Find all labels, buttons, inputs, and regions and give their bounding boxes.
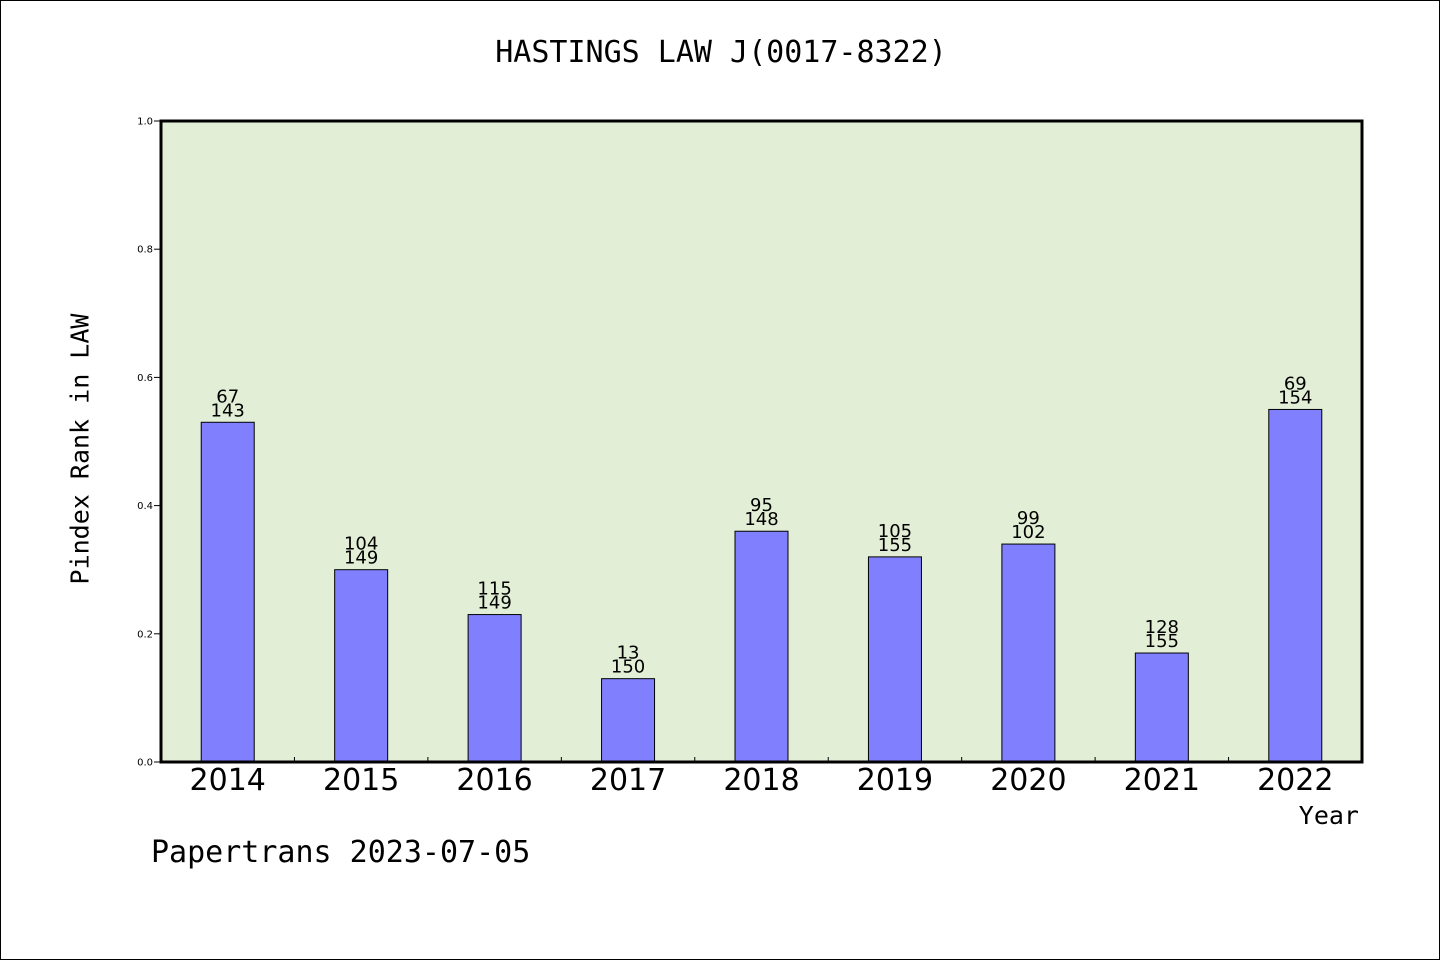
x-tick-label: 2022 bbox=[1257, 763, 1333, 798]
bar-label-top: 128 bbox=[1145, 617, 1179, 638]
bar-2014 bbox=[200, 421, 255, 763]
y-tick-label: 0.0 bbox=[137, 758, 153, 769]
x-tick-label: 2015 bbox=[323, 763, 399, 798]
x-tick-label: 2020 bbox=[990, 763, 1066, 798]
bar-label-top: 67 bbox=[216, 386, 239, 407]
bar-label-top: 115 bbox=[477, 579, 511, 600]
bar-label-bottom: 148 bbox=[744, 509, 778, 530]
x-tick-label: 2014 bbox=[190, 763, 266, 798]
bar-2020 bbox=[1001, 543, 1056, 763]
y-axis: 0.0 0.2 0.4 0.6 0.8 1.0 bbox=[137, 117, 161, 769]
bar-2021 bbox=[1134, 652, 1189, 763]
bar-label-top: 104 bbox=[344, 534, 378, 555]
x-axis-label: Year bbox=[1298, 801, 1359, 830]
x-tick-label: 2018 bbox=[723, 763, 799, 798]
bar-2022 bbox=[1268, 408, 1323, 763]
footer-credit: Papertrans 2023-07-05 bbox=[151, 835, 531, 870]
bar-label-bottom: 150 bbox=[611, 657, 645, 678]
bar-label-bottom: 155 bbox=[878, 535, 912, 556]
y-tick-label: 1.0 bbox=[137, 117, 153, 128]
bar-label-top: 13 bbox=[617, 643, 640, 664]
x-tick-label: 2017 bbox=[590, 763, 666, 798]
y-tick-label: 0.4 bbox=[137, 501, 153, 512]
chart-title: HASTINGS LAW J(0017-8322) bbox=[495, 35, 947, 70]
bar-labels: 6714310414911514913150951481051559910212… bbox=[211, 373, 1313, 677]
bar-label-bottom: 149 bbox=[344, 548, 378, 569]
bar-label-top: 69 bbox=[1284, 373, 1307, 394]
y-tick-label: 0.2 bbox=[137, 629, 153, 640]
bar-2017 bbox=[601, 678, 656, 763]
x-axis: 2014 2015 2016 2017 2018 2019 2020 2021 2022 bbox=[190, 757, 1333, 798]
y-tick-label: 0.6 bbox=[137, 373, 153, 384]
bar-2019 bbox=[867, 556, 922, 763]
bar-label-bottom: 102 bbox=[1011, 522, 1045, 543]
x-tick-label: 2021 bbox=[1124, 763, 1200, 798]
bar-label-top: 105 bbox=[878, 521, 912, 542]
bar-label-top: 99 bbox=[1017, 508, 1040, 529]
bar-label-bottom: 154 bbox=[1278, 387, 1312, 408]
bar-label-top: 95 bbox=[750, 495, 773, 516]
bar-label-bottom: 155 bbox=[1145, 631, 1179, 652]
x-tick-label: 2016 bbox=[456, 763, 532, 798]
bar-label-bottom: 149 bbox=[477, 593, 511, 614]
y-tick-label: 0.8 bbox=[137, 245, 153, 256]
plot-frame bbox=[159, 119, 1364, 764]
bar-2016 bbox=[467, 614, 522, 763]
bar-2018 bbox=[734, 530, 789, 763]
x-tick-label: 2019 bbox=[857, 763, 933, 798]
bar-label-bottom: 143 bbox=[211, 400, 245, 421]
bar-2015 bbox=[334, 569, 389, 763]
